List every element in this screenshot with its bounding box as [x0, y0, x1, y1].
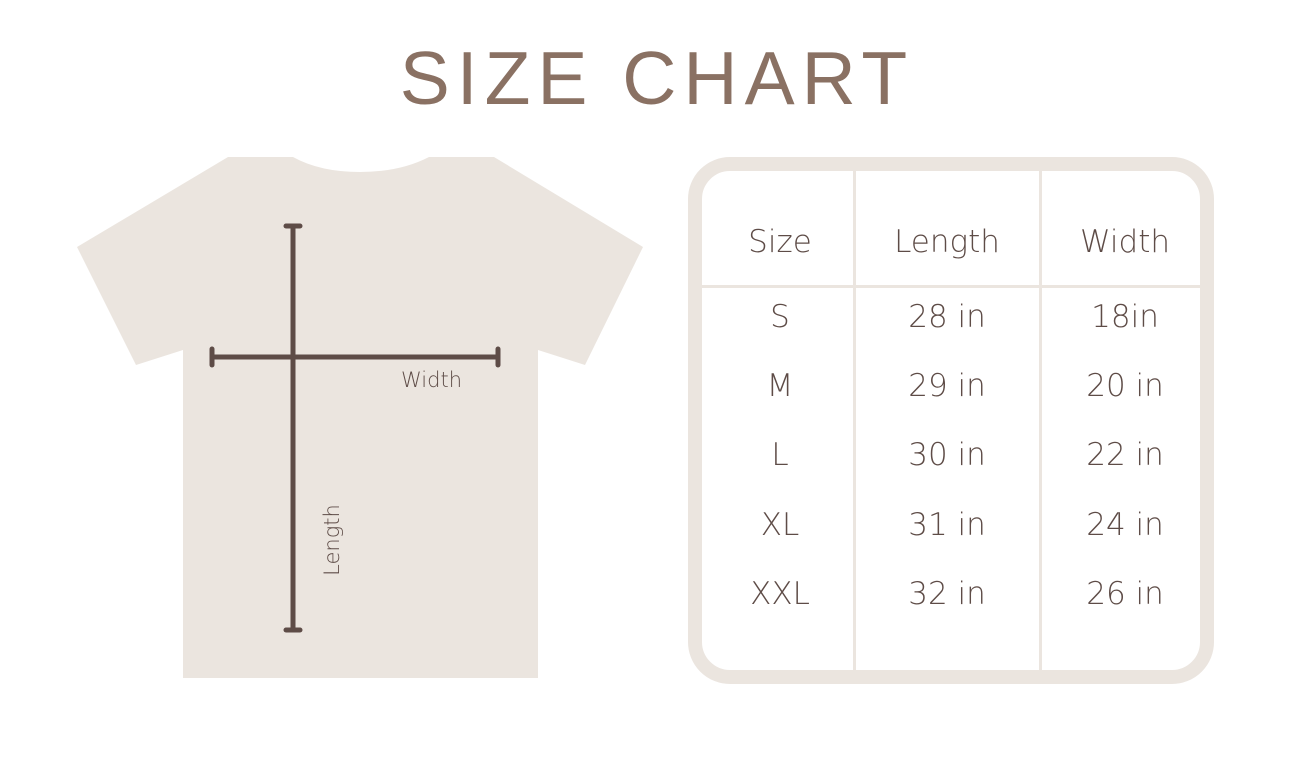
- column-divider: [853, 171, 856, 670]
- table-cell: 18in: [1091, 299, 1159, 335]
- column-header: Length: [894, 224, 1000, 260]
- table-cell: 30 in: [908, 437, 986, 473]
- table-cell: 22 in: [1086, 437, 1164, 473]
- table-cell: M: [766, 368, 794, 404]
- table-cell: 29 in: [908, 368, 986, 404]
- tshirt-diagram: [77, 157, 643, 678]
- table-cell: 24 in: [1086, 507, 1164, 543]
- tshirt-shape: [77, 157, 643, 678]
- table-cell: 32 in: [908, 576, 986, 612]
- table-cell: XXL: [750, 576, 810, 612]
- table-cell: XL: [760, 507, 800, 543]
- table-cell: 20 in: [1086, 368, 1164, 404]
- page-title: SIZE CHART: [399, 36, 915, 120]
- table-cell: S: [770, 299, 790, 335]
- length-label: Length: [319, 504, 344, 576]
- table-cell: L: [771, 437, 789, 473]
- width-label: Width: [401, 368, 463, 392]
- header-divider: [702, 285, 1200, 288]
- table-cell: 28 in: [908, 299, 986, 335]
- column-header: Width: [1079, 224, 1171, 260]
- table-cell: 26 in: [1086, 576, 1164, 612]
- table-cell: 31 in: [908, 507, 986, 543]
- size-table: Size Length Width S 28 in 18in M 29 in 20 in L 30 …: [688, 157, 1214, 684]
- column-divider: [1039, 171, 1042, 670]
- column-header: Size: [748, 224, 812, 260]
